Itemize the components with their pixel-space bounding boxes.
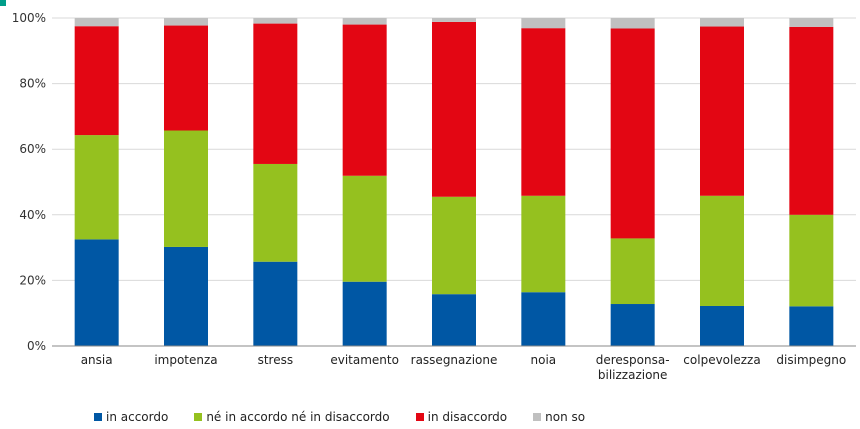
legend-item: non so — [533, 410, 585, 424]
bar-segment-n-in-accordo-n-in-disaccordo — [700, 195, 744, 306]
bar-segment-in-disaccordo — [164, 25, 208, 131]
bar-segment-non-so — [74, 18, 119, 27]
legend-swatch — [194, 413, 203, 421]
bar-segment-in-disaccordo — [74, 26, 119, 136]
bar-segment-in-disaccordo — [253, 23, 298, 164]
y-tick-label: 80% — [19, 77, 46, 91]
x-tick-label: ansia — [81, 353, 113, 367]
bar-segment-in-disaccordo — [521, 28, 566, 196]
corner-accent-mark — [0, 0, 6, 6]
x-tick-label: deresponsa-bilizzazione — [596, 353, 670, 382]
legend-item: né in accordo né in disaccordo — [194, 410, 390, 424]
bar-segment-in-accordo — [789, 306, 834, 346]
bar-segment-n-in-accordo-n-in-disaccordo — [342, 175, 387, 282]
x-tick-label: impotenza — [154, 353, 217, 367]
y-tick-label: 0% — [27, 339, 46, 353]
bar-segment-non-so — [164, 18, 208, 26]
bar-segment-n-in-accordo-n-in-disaccordo — [164, 130, 208, 247]
legend-swatch — [415, 413, 424, 421]
bar-segment-non-so — [432, 18, 476, 22]
legend-swatch — [533, 413, 542, 421]
bar-segment-n-in-accordo-n-in-disaccordo — [521, 195, 566, 293]
x-tick-label: evitamento — [330, 353, 399, 367]
y-tick-label: 100% — [12, 11, 46, 25]
bar-segment-n-in-accordo-n-in-disaccordo — [432, 196, 476, 295]
legend-label: né in accordo né in disaccordo — [206, 410, 390, 424]
legend-label: non so — [545, 410, 586, 424]
bar-segment-in-disaccordo — [342, 24, 387, 176]
legend: in accordo né in accordo né in disaccordo… — [94, 410, 611, 424]
y-tick-label: 60% — [19, 142, 46, 156]
bar-segment-non-so — [521, 18, 566, 29]
bar-segment-n-in-accordo-n-in-disaccordo — [610, 238, 655, 305]
bar-segment-in-accordo — [74, 239, 119, 346]
legend-swatch — [94, 413, 102, 421]
bar-segment-in-accordo — [342, 281, 387, 346]
legend-label: in accordo — [106, 410, 169, 424]
y-axis-ticks: 0% 20% 40% 60% 80% 100% — [12, 11, 46, 353]
x-tick-label: disimpegno — [776, 353, 846, 367]
bar-segment-in-disaccordo — [700, 26, 744, 196]
bar-segment-in-disaccordo — [789, 26, 834, 215]
bar-segment-in-accordo — [521, 292, 566, 346]
bar-segment-in-accordo — [700, 305, 744, 346]
x-tick-label: noia — [531, 353, 557, 367]
x-axis-labels: ansia impotenza stress evitamento rassegnazi… — [81, 353, 847, 382]
bar-segment-in-accordo — [610, 304, 655, 346]
bar-segment-in-disaccordo — [610, 28, 655, 239]
bar-segment-non-so — [342, 18, 387, 25]
bar-segment-in-accordo — [432, 294, 476, 346]
legend-label: in disaccordo — [427, 410, 508, 424]
bar-segment-in-disaccordo — [432, 21, 476, 197]
bar-segment-non-so — [253, 18, 298, 24]
bar-segment-n-in-accordo-n-in-disaccordo — [789, 214, 834, 307]
y-tick-label: 20% — [19, 273, 46, 287]
bars — [74, 18, 834, 346]
x-tick-label: rassegnazione — [411, 353, 498, 367]
bar-segment-n-in-accordo-n-in-disaccordo — [253, 163, 298, 262]
bar-segment-in-accordo — [253, 261, 298, 346]
bar-segment-non-so — [610, 18, 655, 29]
stacked-bar-chart: 0% 20% 40% 60% 80% 100% ansia impotenza stress e… — [12, 11, 856, 382]
legend-item: in disaccordo — [415, 410, 508, 424]
legend-item: in accordo — [94, 410, 168, 424]
bar-segment-n-in-accordo-n-in-disaccordo — [74, 135, 119, 240]
bar-segment-non-so — [789, 18, 834, 27]
x-tick-label: colpevolezza — [683, 353, 760, 367]
y-tick-label: 40% — [19, 208, 46, 222]
bar-segment-in-accordo — [164, 246, 208, 346]
x-tick-label: stress — [258, 353, 294, 367]
bar-segment-non-so — [700, 18, 744, 27]
